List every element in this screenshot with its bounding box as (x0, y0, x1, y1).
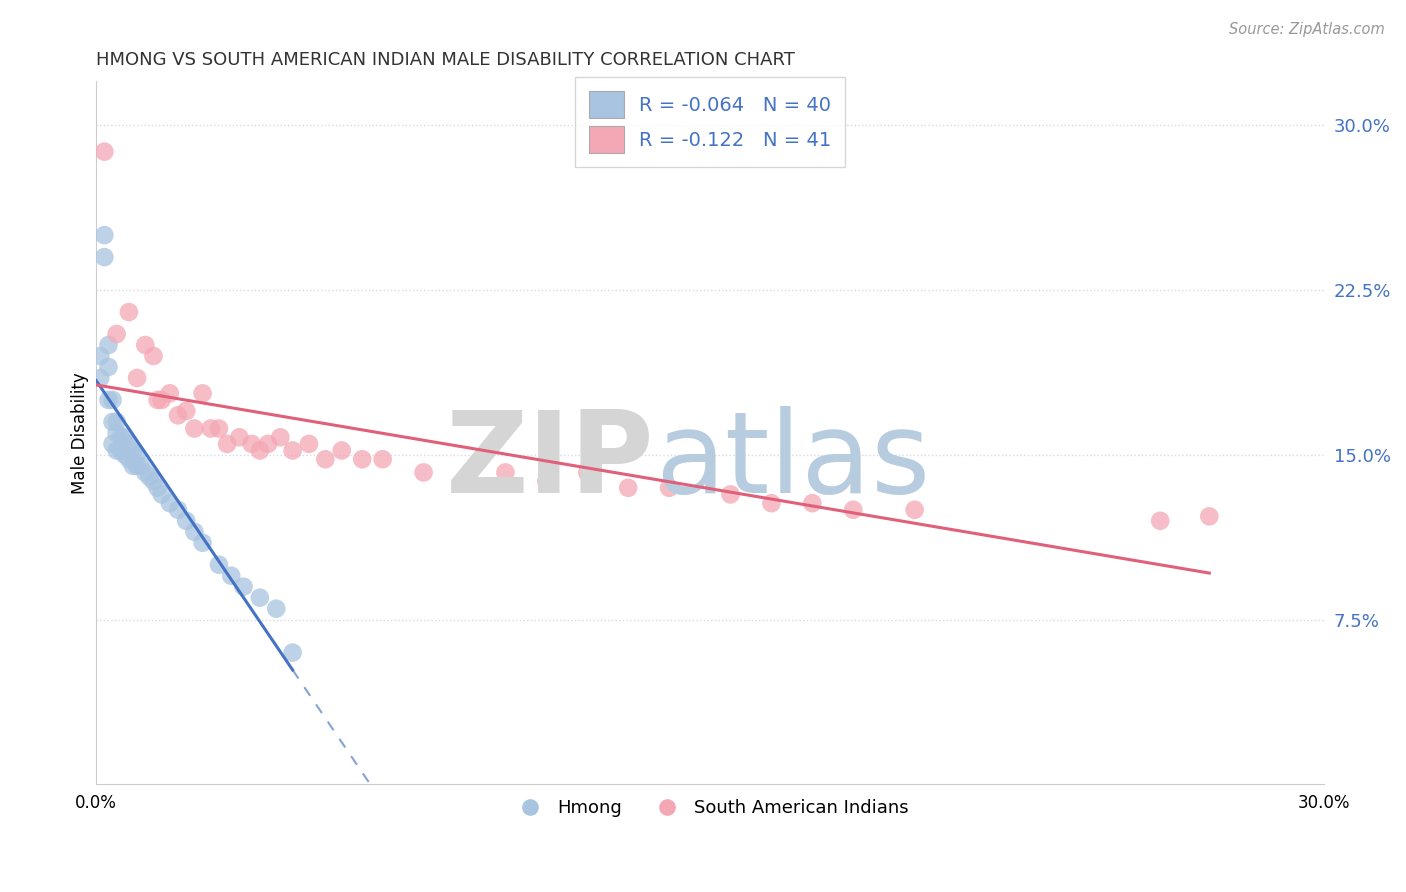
Point (167, 409, 190, 423)
Point (453, 474, 475, 488)
Point (761, 496, 783, 510)
Point (114, 448, 136, 462)
Text: Source: ZipAtlas.com: Source: ZipAtlas.com (1229, 22, 1385, 37)
Point (97, 392, 120, 407)
Point (105, 425, 128, 440)
Point (1149, 514, 1171, 528)
Point (371, 452, 394, 467)
Point (208, 421, 231, 435)
Point (89, 371, 111, 385)
Point (146, 481, 169, 495)
Point (904, 503, 927, 517)
Point (240, 437, 263, 451)
Point (1198, 509, 1220, 524)
Point (105, 415, 128, 429)
Point (330, 443, 353, 458)
Point (142, 349, 165, 363)
Point (97, 338, 120, 352)
Point (200, 421, 222, 435)
Point (232, 580, 254, 594)
Point (93, 228, 115, 243)
Point (159, 386, 181, 401)
Point (183, 524, 205, 539)
Point (146, 392, 169, 407)
Point (228, 430, 250, 444)
Point (617, 481, 640, 495)
Point (264, 601, 287, 615)
Point (249, 591, 271, 605)
Text: ZIP: ZIP (446, 406, 655, 516)
Point (129, 458, 152, 473)
Point (167, 503, 190, 517)
Point (118, 437, 141, 451)
Point (842, 503, 865, 517)
Point (174, 404, 197, 418)
Point (97, 359, 120, 374)
Point (114, 430, 136, 444)
Point (89, 349, 111, 363)
Point (494, 466, 516, 480)
Point (208, 558, 231, 572)
Point (127, 371, 149, 385)
Point (150, 392, 173, 407)
Point (576, 466, 599, 480)
Point (183, 421, 205, 435)
Point (217, 437, 239, 451)
Point (159, 496, 181, 510)
Point (127, 458, 149, 473)
Point (150, 487, 173, 501)
Point (536, 474, 558, 488)
Legend: Hmong, South American Indians: Hmong, South American Indians (505, 792, 915, 824)
Point (352, 452, 374, 467)
Point (142, 474, 165, 488)
Point (801, 496, 824, 510)
Point (93, 250, 115, 264)
Point (93, 145, 115, 159)
Point (138, 470, 160, 484)
Point (219, 568, 242, 582)
Point (101, 392, 124, 407)
Point (281, 646, 304, 660)
Text: atlas: atlas (655, 406, 929, 516)
Point (105, 443, 128, 458)
Point (412, 466, 434, 480)
Point (257, 437, 280, 451)
Point (127, 448, 149, 462)
Point (281, 443, 304, 458)
Text: HMONG VS SOUTH AMERICAN INDIAN MALE DISABILITY CORRELATION CHART: HMONG VS SOUTH AMERICAN INDIAN MALE DISA… (96, 51, 794, 69)
Point (118, 452, 141, 467)
Y-axis label: Male Disability: Male Disability (72, 372, 89, 494)
Point (191, 386, 214, 401)
Point (314, 452, 336, 467)
Point (101, 437, 124, 451)
Point (122, 458, 145, 473)
Point (110, 443, 132, 458)
Point (118, 305, 141, 319)
Point (191, 535, 214, 549)
Point (269, 430, 291, 444)
Point (105, 326, 128, 341)
Point (174, 514, 197, 528)
Point (101, 415, 124, 429)
Point (134, 338, 156, 352)
Point (720, 487, 742, 501)
Point (110, 430, 132, 444)
Point (249, 443, 271, 458)
Point (658, 481, 681, 495)
Point (122, 443, 145, 458)
Point (298, 437, 321, 451)
Point (134, 466, 156, 480)
